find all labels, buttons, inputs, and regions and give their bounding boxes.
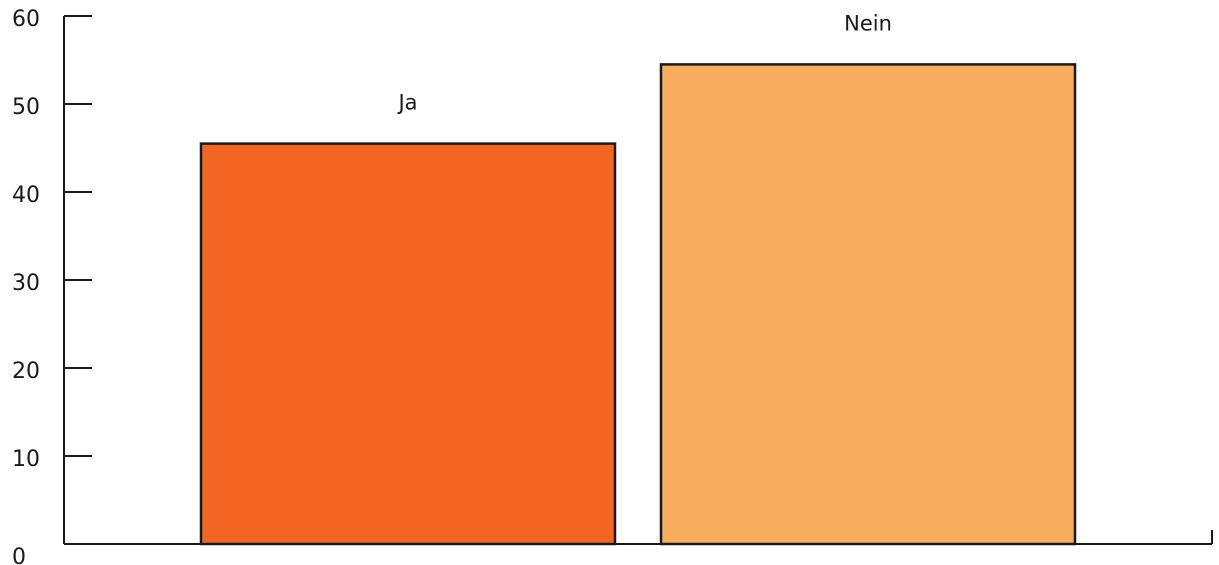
bar-nein: [659, 63, 1077, 546]
bar-ja: [199, 142, 617, 546]
bar-label-ja: Ja: [396, 91, 417, 115]
y-tick-label: 40: [12, 183, 40, 208]
y-tick-label: 30: [12, 271, 40, 296]
label-layer: Ja Nein: [396, 11, 891, 114]
bar-label-nein: Nein: [844, 11, 892, 35]
y-tick-label: 20: [12, 359, 40, 384]
y-tick-label: 60: [12, 7, 40, 32]
y-tick-label: 0: [12, 545, 26, 565]
y-tick-label: 10: [12, 447, 40, 472]
bar-layer: [199, 63, 1077, 546]
y-tick-label: 50: [12, 95, 40, 120]
